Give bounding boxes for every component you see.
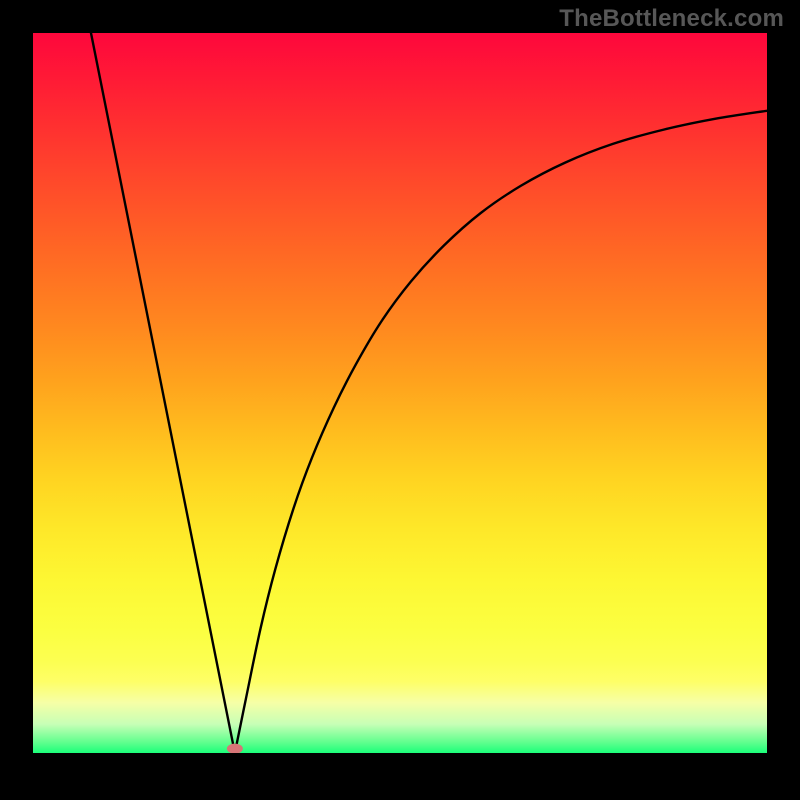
frame-right: [767, 0, 800, 800]
curve-left-branch: [91, 33, 235, 753]
frame-bottom: [0, 753, 800, 800]
frame-left: [0, 0, 33, 800]
watermark-text: TheBottleneck.com: [559, 5, 784, 33]
curve-right-branch: [235, 111, 767, 753]
chart-svg: [0, 0, 800, 800]
